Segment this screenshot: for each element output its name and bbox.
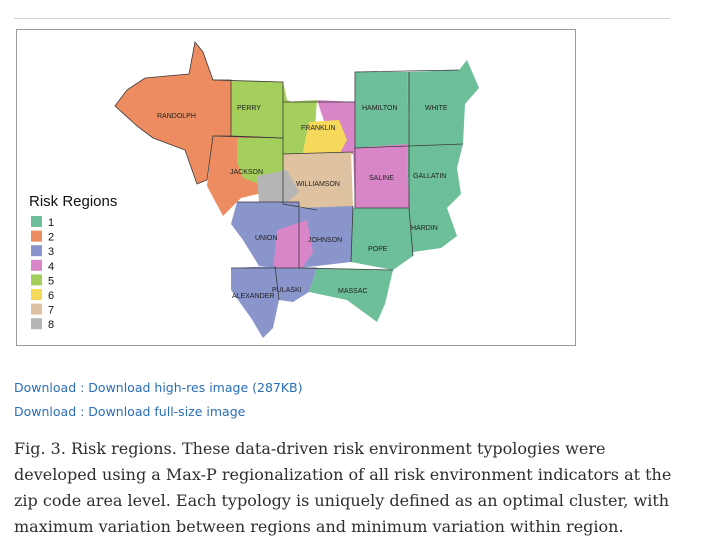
download-full-size-link[interactable]: Download : Download full-size image [14,404,246,419]
legend-swatch-6 [31,289,42,300]
legend-label-6: 6 [48,290,54,302]
legend-title: Risk Regions [29,193,117,210]
region-white [407,60,479,144]
legend-swatch-2 [31,230,42,242]
region-hamilton [355,72,409,148]
top-divider [14,18,670,19]
legend-label-8: 8 [48,319,54,331]
legend-swatch-5 [31,274,42,286]
legend-swatch-7 [31,303,42,315]
label-union: UNION [255,235,278,242]
legend-swatch-8 [31,318,42,330]
region-saline [353,144,409,208]
download-links: Download : Download high-res image (287K… [14,376,303,424]
county-labels: RANDOLPH PERRY FRANKLIN HAMILTON WHITE J… [157,105,448,300]
region-gallatin [407,144,463,208]
legend-swatch-1 [31,216,42,227]
legend-label-1: 1 [48,217,54,229]
legend-label-4: 4 [48,261,54,273]
map-regions [115,42,479,338]
legend-label-3: 3 [48,246,54,258]
region-alexander [231,266,279,338]
figure-image[interactable]: RANDOLPH PERRY FRANKLIN HAMILTON WHITE J… [16,29,576,346]
legend-label-2: 2 [48,232,54,244]
label-franklin: FRANKLIN [301,125,336,132]
label-williamson: WILLIAMSON [296,181,340,188]
legend-swatch-4 [31,259,42,271]
legend-items: 1 2 3 4 5 6 7 8 [31,216,54,331]
label-saline: SALINE [369,175,394,182]
label-johnson: JOHNSON [308,237,342,244]
label-perry: PERRY [237,105,261,112]
risk-regions-map: RANDOLPH PERRY FRANKLIN HAMILTON WHITE J… [29,41,479,338]
legend-label-7: 7 [48,305,54,317]
region-williamson [283,152,353,210]
legend: Risk Regions 1 2 3 4 5 6 7 8 [29,193,117,331]
county-boundaries [114,41,464,301]
region-johnson-pink [273,220,313,276]
label-hamilton: HAMILTON [362,105,398,112]
legend-label-5: 5 [48,275,54,287]
label-pulaski: PULASKI [272,287,302,294]
label-gallatin: GALLATIN [413,173,446,180]
region-perry [213,80,297,138]
label-pope: POPE [368,246,388,253]
region-pope [351,208,413,270]
legend-swatch-3 [31,245,42,257]
region-hardin [409,208,457,252]
region-massac [309,268,393,322]
figure-caption: Fig. 3. Risk regions. These data-driven … [14,439,672,536]
label-hardin: HARDIN [411,225,438,232]
label-jackson: JACKSON [230,169,263,176]
download-high-res-link[interactable]: Download : Download high-res image (287K… [14,380,303,395]
region-pulaski [275,268,317,302]
region-randolph [115,42,231,184]
label-massac: MASSAC [338,288,368,295]
label-alexander: ALEXANDER [232,293,274,300]
label-white: WHITE [425,105,448,112]
label-randolph: RANDOLPH [157,113,196,120]
region-williamson-gray [257,170,299,206]
